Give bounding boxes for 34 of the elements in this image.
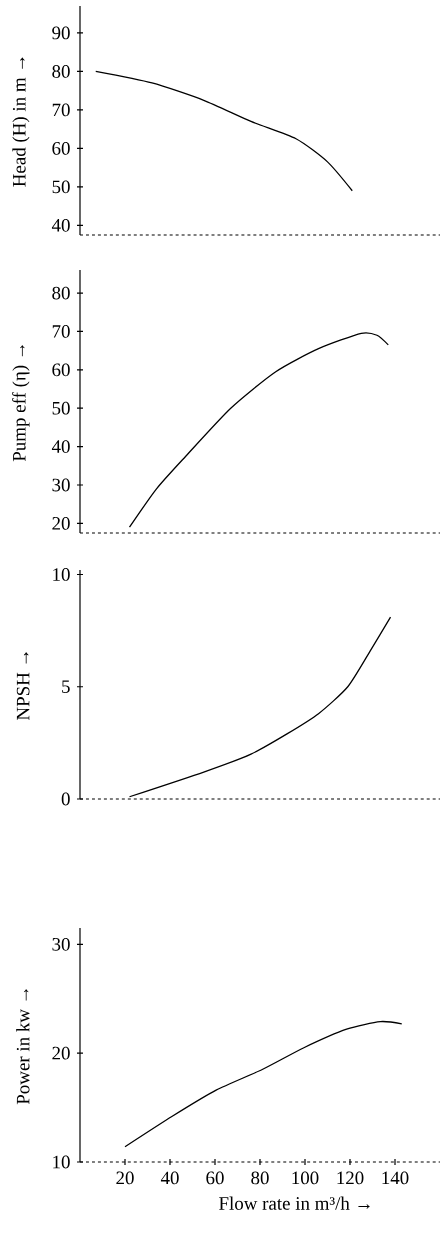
y-tick-label: 50 bbox=[52, 401, 70, 415]
y-tick-label: 50 bbox=[52, 180, 70, 194]
x-tick-label: 20 bbox=[116, 1171, 134, 1185]
y-axis-title: Power in kw → bbox=[16, 989, 30, 1105]
y-tick-label: 70 bbox=[52, 103, 70, 117]
y-tick-label: 40 bbox=[51, 440, 70, 453]
x-tick-label: 140 bbox=[382, 1171, 409, 1185]
y-tick-label: 10 bbox=[53, 568, 70, 581]
y-tick-label: 60 bbox=[52, 142, 70, 155]
x-tick-label: 80 bbox=[251, 1171, 269, 1185]
line-series bbox=[95, 70, 353, 192]
y-axis-title: Pump eff (η) → bbox=[12, 345, 30, 462]
y-tick-label: 30 bbox=[52, 937, 70, 951]
y-tick-label: 20 bbox=[52, 1046, 70, 1060]
x-tick-label: 120 bbox=[337, 1171, 364, 1185]
y-tick-label: 80 bbox=[52, 65, 70, 78]
y-tick-label: 20 bbox=[52, 517, 70, 530]
y-tick-label: 0 bbox=[61, 792, 70, 806]
y-tick-label: 90 bbox=[52, 26, 70, 40]
x-tick-label: 100 bbox=[292, 1171, 319, 1185]
line-series bbox=[128, 332, 389, 528]
x-tick-label: 60 bbox=[206, 1171, 224, 1185]
y-tick-label: 30 bbox=[52, 478, 70, 492]
y-axis-title: NPSH → bbox=[16, 652, 30, 720]
x-tick-label: 40 bbox=[160, 1171, 179, 1185]
y-tick-label: 80 bbox=[52, 286, 70, 300]
y-tick-label: 10 bbox=[53, 1155, 70, 1169]
x-axis-title: Flow rate in m³/h → bbox=[219, 1196, 370, 1210]
y-axis-title: Head (H) in m → bbox=[12, 57, 30, 187]
y-tick-label: 5 bbox=[62, 680, 70, 694]
y-tick-label: 60 bbox=[52, 363, 70, 377]
line-series bbox=[124, 1020, 403, 1148]
y-tick-label: 40 bbox=[51, 218, 70, 232]
y-tick-label: 70 bbox=[52, 325, 70, 338]
